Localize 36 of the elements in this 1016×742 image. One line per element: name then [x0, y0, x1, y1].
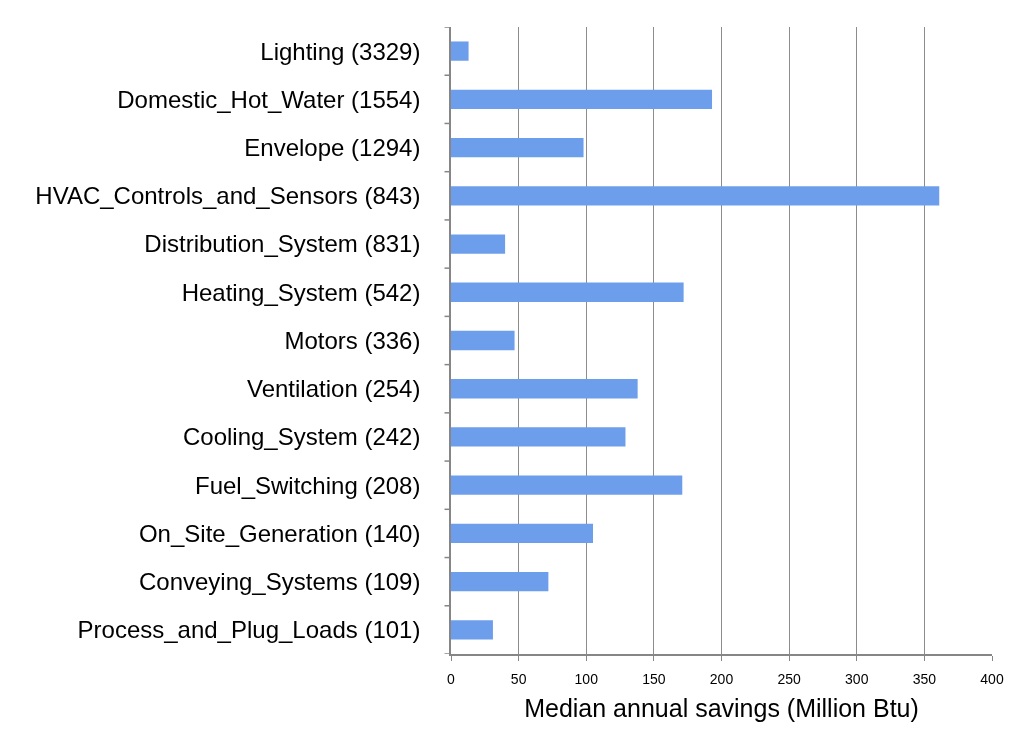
- y-tick-label: Process_and_Plug_Loads (101): [77, 616, 421, 644]
- bar: [451, 89, 713, 109]
- y-tick-label: Lighting (3329): [260, 37, 421, 65]
- x-axis-title: Median annual savings (Million Btu): [524, 694, 919, 723]
- y-tick-label: Conveying_Systems (109): [138, 568, 421, 596]
- bar: [451, 523, 594, 544]
- bar: [451, 186, 940, 206]
- x-tick-label: 50: [510, 670, 527, 687]
- bar: [451, 137, 584, 158]
- bar: [451, 234, 506, 254]
- bar: [451, 282, 684, 302]
- y-tick-label: On_Site_Generation (140): [138, 519, 421, 547]
- x-tick-label: 200: [709, 670, 734, 687]
- x-tick-label: 150: [642, 670, 666, 687]
- bar: [451, 379, 638, 399]
- y-tick-label: Domestic_Hot_Water (1554): [117, 85, 421, 113]
- x-tick-label: 250: [777, 670, 802, 687]
- bar: [451, 330, 515, 351]
- x-tick-label: 300: [845, 670, 869, 687]
- y-tick-label: Envelope (1294): [244, 133, 421, 161]
- x-tick-label: 100: [574, 670, 599, 687]
- x-tick-label: 350: [912, 670, 937, 687]
- y-tick-label: Distribution_System (831): [144, 230, 421, 258]
- bar: [451, 41, 469, 61]
- bar: [451, 427, 626, 447]
- y-tick-label: Motors (336): [284, 326, 421, 354]
- y-tick-label: Cooling_System (242): [183, 423, 421, 451]
- x-tick-label: 0: [447, 670, 456, 687]
- bar: [451, 572, 549, 592]
- bar: [451, 620, 493, 640]
- y-tick-label: HVAC_Controls_and_Sensors (843): [35, 182, 421, 210]
- y-tick-label: Ventilation (254): [247, 375, 421, 403]
- bar: [451, 475, 683, 495]
- y-tick-label: Fuel_Switching (208): [195, 471, 421, 499]
- x-tick-label: 400: [980, 670, 1004, 687]
- y-tick-label: Heating_System (542): [181, 278, 421, 306]
